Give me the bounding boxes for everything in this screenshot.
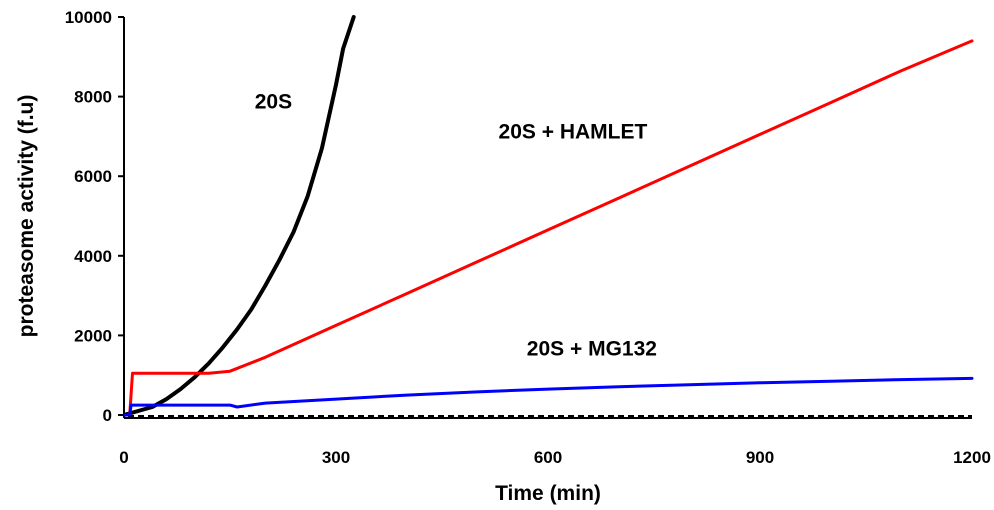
x-tick-label: 0 [119,448,128,467]
y-axis-title: proteasome activity (f.u) [15,95,38,338]
x-axis-title: Time (min) [495,482,601,505]
x-tick-label: 1200 [953,448,991,467]
series-label: 20S + HAMLET [499,120,648,143]
series-label: 20S [255,91,292,114]
y-tick-label: 2000 [74,326,112,345]
x-tick-label: 300 [322,448,350,467]
series-line-2 [124,39,974,417]
y-tick-label: 10000 [65,8,112,27]
x-ticks: 0 300 600 900 1200 [119,448,991,467]
y-ticks: 0 2000 4000 6000 8000 10000 [65,8,124,425]
axes: 0 2000 4000 6000 8000 10000 0 300 600 900 1200 [65,8,991,467]
series-labels: 20S 20S + HAMLET 20S + MG132 [255,91,657,361]
y-tick-label: 0 [103,406,112,425]
series-line-3 [124,376,974,417]
series-layer [124,15,974,417]
series-label: 20S + MG132 [527,337,657,360]
series-line-1 [124,15,356,417]
x-tick-label: 600 [534,448,562,467]
y-tick-label: 6000 [74,167,112,186]
y-tick-label: 4000 [74,247,112,266]
x-tick-label: 900 [746,448,774,467]
y-tick-label: 8000 [74,88,112,107]
